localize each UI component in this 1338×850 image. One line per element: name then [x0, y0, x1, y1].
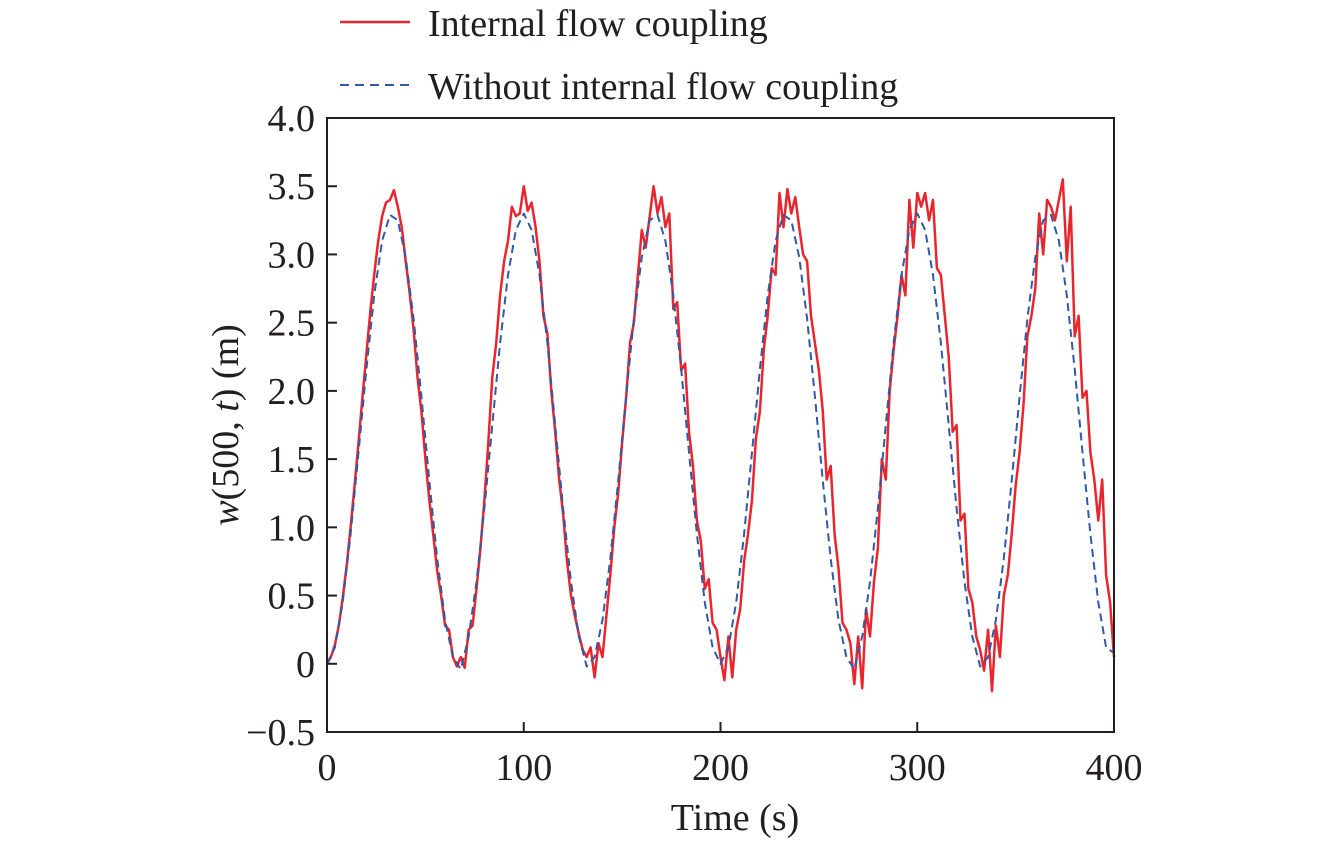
- series-line-internal-flow-coupling: [325, 178, 1116, 693]
- y-axis-label-t: t: [205, 400, 247, 412]
- y-axis-label-unit: ) (m): [205, 324, 247, 401]
- x-axis-label: Time (s): [671, 797, 799, 839]
- y-tick-label: 0.5: [268, 576, 316, 618]
- y-axis-label-mid: (500,: [205, 412, 247, 501]
- y-tick-label: 3.5: [268, 166, 316, 208]
- y-tick-label: −0.5: [246, 712, 315, 754]
- y-tick-label: 4.0: [268, 98, 316, 140]
- x-tick-label: 200: [692, 747, 749, 789]
- y-tick-label: 2.0: [268, 371, 316, 413]
- y-axis-label-w: w: [205, 500, 247, 526]
- x-axis: 0 100 200 300 400: [318, 722, 1143, 789]
- y-axis: −0.5 0 0.5 1.0 1.5 2.0 2.5 3.0 3.5 4.0: [246, 98, 337, 754]
- y-tick-label: 1.0: [268, 507, 316, 549]
- y-axis-label: w(500, t) (m): [205, 324, 247, 526]
- legend: Internal flow coupling Without internal …: [340, 3, 898, 108]
- x-tick-label: 400: [1086, 747, 1143, 789]
- y-tick-label: 2.5: [268, 303, 316, 345]
- x-tick-label: 100: [495, 747, 552, 789]
- y-tick-label: 0: [296, 644, 315, 686]
- x-tick-label: 300: [889, 747, 946, 789]
- plot-area: [325, 178, 1116, 693]
- series-line-without-internal-flow-coupling: [326, 212, 1115, 671]
- y-tick-label: 1.5: [268, 439, 316, 481]
- x-tick-label: 0: [318, 747, 337, 789]
- legend-label-without-internal-flow: Without internal flow coupling: [428, 66, 898, 108]
- legend-label-internal-flow: Internal flow coupling: [428, 3, 768, 45]
- y-tick-label: 3.0: [268, 234, 316, 276]
